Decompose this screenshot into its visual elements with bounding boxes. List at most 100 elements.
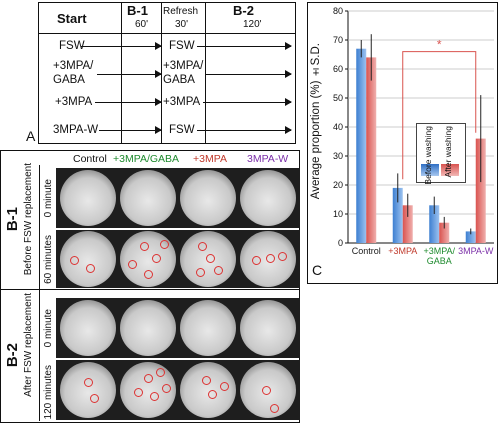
- well-3mpa: [180, 170, 236, 226]
- settled-larva-marker: [202, 376, 211, 385]
- y-tick-label: 0: [338, 238, 343, 248]
- row3-start: +3MPA: [55, 96, 93, 108]
- settled-larva-marker: [220, 382, 229, 391]
- x-category-label: GABA: [427, 256, 452, 266]
- y-tick-label: 40: [333, 122, 343, 132]
- y-tick-label: 80: [333, 6, 343, 16]
- settled-larva-marker: [156, 368, 165, 377]
- well-control: [60, 300, 116, 356]
- y-axis-label: Average proportion (%) ±S.D.: [310, 43, 322, 200]
- column-label-3mpa-w: 3MPA-W: [247, 153, 289, 165]
- settled-larva-marker: [160, 240, 169, 249]
- column-label-control: Control: [73, 153, 107, 165]
- legend-after-label: After washing: [443, 126, 453, 178]
- well-3mpa: [180, 300, 236, 356]
- well-3mpa-w: [240, 300, 296, 356]
- header-b1-time: 60': [135, 19, 149, 30]
- settled-larva-marker: [134, 388, 143, 397]
- column-divider: [121, 3, 122, 143]
- arrow: [81, 42, 162, 50]
- y-tick-label: 70: [333, 35, 343, 45]
- legend-swatch-before: [421, 164, 439, 176]
- arrow: [99, 126, 162, 134]
- x-category-label: Control: [352, 246, 381, 256]
- b1-label: B-1: [4, 207, 21, 232]
- settled-larva-marker: [270, 404, 279, 413]
- row2-refresh: +3MPA/ GABA: [163, 60, 204, 86]
- column-divider: [205, 3, 206, 143]
- bar-after-2: [439, 222, 450, 243]
- settled-larva-marker: [90, 394, 99, 403]
- bar-before-3: [465, 231, 476, 243]
- settled-larva-marker: [70, 256, 79, 265]
- panel-b-photo-grid: Control +3MPA/GABA +3MPA 3MPA-W B-1 Befo…: [0, 150, 300, 423]
- y-ticks: 0 10 20 30 40 50 60 70 80: [333, 6, 348, 248]
- bar-chart: 0 10 20 30 40 50 60 70 80 Control +3MPA +3MPA/GABA…: [333, 6, 494, 266]
- y-tick-label: 20: [333, 180, 343, 190]
- well-control: [60, 362, 116, 418]
- arrow: [197, 126, 292, 134]
- y-tick-label: 10: [333, 209, 343, 219]
- b2-row1-label: 0 minute: [43, 309, 54, 348]
- arrow: [197, 42, 292, 50]
- row1-refresh: FSW: [169, 40, 195, 52]
- y-tick-label: 30: [333, 151, 343, 161]
- x-category-label: 3MPA-W: [458, 246, 494, 256]
- b1-row1-label: 0 minute: [43, 179, 54, 218]
- bar-before-2: [429, 205, 440, 243]
- label-divider: [39, 165, 40, 421]
- x-category-label: +3MPA/: [423, 246, 455, 256]
- settled-larva-marker: [252, 256, 261, 265]
- well-3mpa-gaba: [120, 300, 176, 356]
- settled-larva-marker: [162, 384, 171, 393]
- significance-star: *: [437, 38, 442, 52]
- settled-larva-marker: [266, 254, 275, 263]
- bar-after-0: [366, 57, 377, 244]
- well-3mpa: [180, 362, 236, 418]
- settled-larva-marker: [84, 378, 93, 387]
- y-tick-label: 50: [333, 93, 343, 103]
- settled-larva-marker: [144, 270, 153, 279]
- settled-larva-marker: [144, 374, 153, 383]
- arrow: [203, 98, 292, 106]
- header-b2-time: 120': [243, 19, 262, 30]
- settled-larva-marker: [150, 392, 159, 401]
- row2-start: +3MPA/ GABA: [53, 60, 94, 86]
- x-categories: Control +3MPA +3MPA/GABA 3MPA-W: [352, 246, 494, 266]
- arrow: [97, 70, 162, 78]
- b2-row2-label: 120 minutes: [43, 365, 54, 420]
- legend-before-label: Before washing: [423, 126, 433, 185]
- settled-larva-marker: [86, 264, 95, 273]
- b1-sublabel: Before FSW replacement: [23, 163, 34, 276]
- panel-c-letter: C: [312, 262, 323, 278]
- well-3mpa-gaba: [120, 170, 176, 226]
- photo-strip-b2-120min: [56, 360, 300, 420]
- settled-larva-marker: [278, 252, 287, 261]
- settled-larva-marker: [206, 254, 215, 263]
- b1-b2-divider: [1, 289, 299, 290]
- header-start: Start: [57, 11, 87, 26]
- header-refresh: Refresh: [163, 6, 199, 17]
- panel-c-chart: 0 10 20 30 40 50 60 70 80 Control +3MPA +3MPA/GABA…: [307, 2, 498, 284]
- photo-strip-b1-60min: [56, 230, 300, 288]
- well-3mpa-w: [240, 170, 296, 226]
- significance-line: [402, 51, 477, 180]
- arrow: [205, 70, 292, 78]
- settled-larva-marker: [140, 242, 149, 251]
- significance-bracket: *: [402, 38, 477, 180]
- header-b1: B-1: [127, 3, 148, 18]
- well-control: [60, 231, 116, 287]
- header-b2: B-2: [233, 3, 254, 18]
- column-label-3mpa: +3MPA: [193, 153, 227, 165]
- settled-larva-marker: [208, 390, 217, 399]
- legend: Before washing After washing: [416, 123, 466, 185]
- bar-before-1: [392, 187, 403, 243]
- b2-label: B-2: [4, 343, 21, 368]
- settled-larva-marker: [152, 254, 161, 263]
- settled-larva-marker: [128, 260, 137, 269]
- bar-after-1: [402, 205, 413, 243]
- settled-larva-marker: [196, 268, 205, 277]
- header-refresh-time: 30': [175, 19, 189, 30]
- y-tick-label: 60: [333, 64, 343, 74]
- row1-start: FSW: [59, 40, 85, 52]
